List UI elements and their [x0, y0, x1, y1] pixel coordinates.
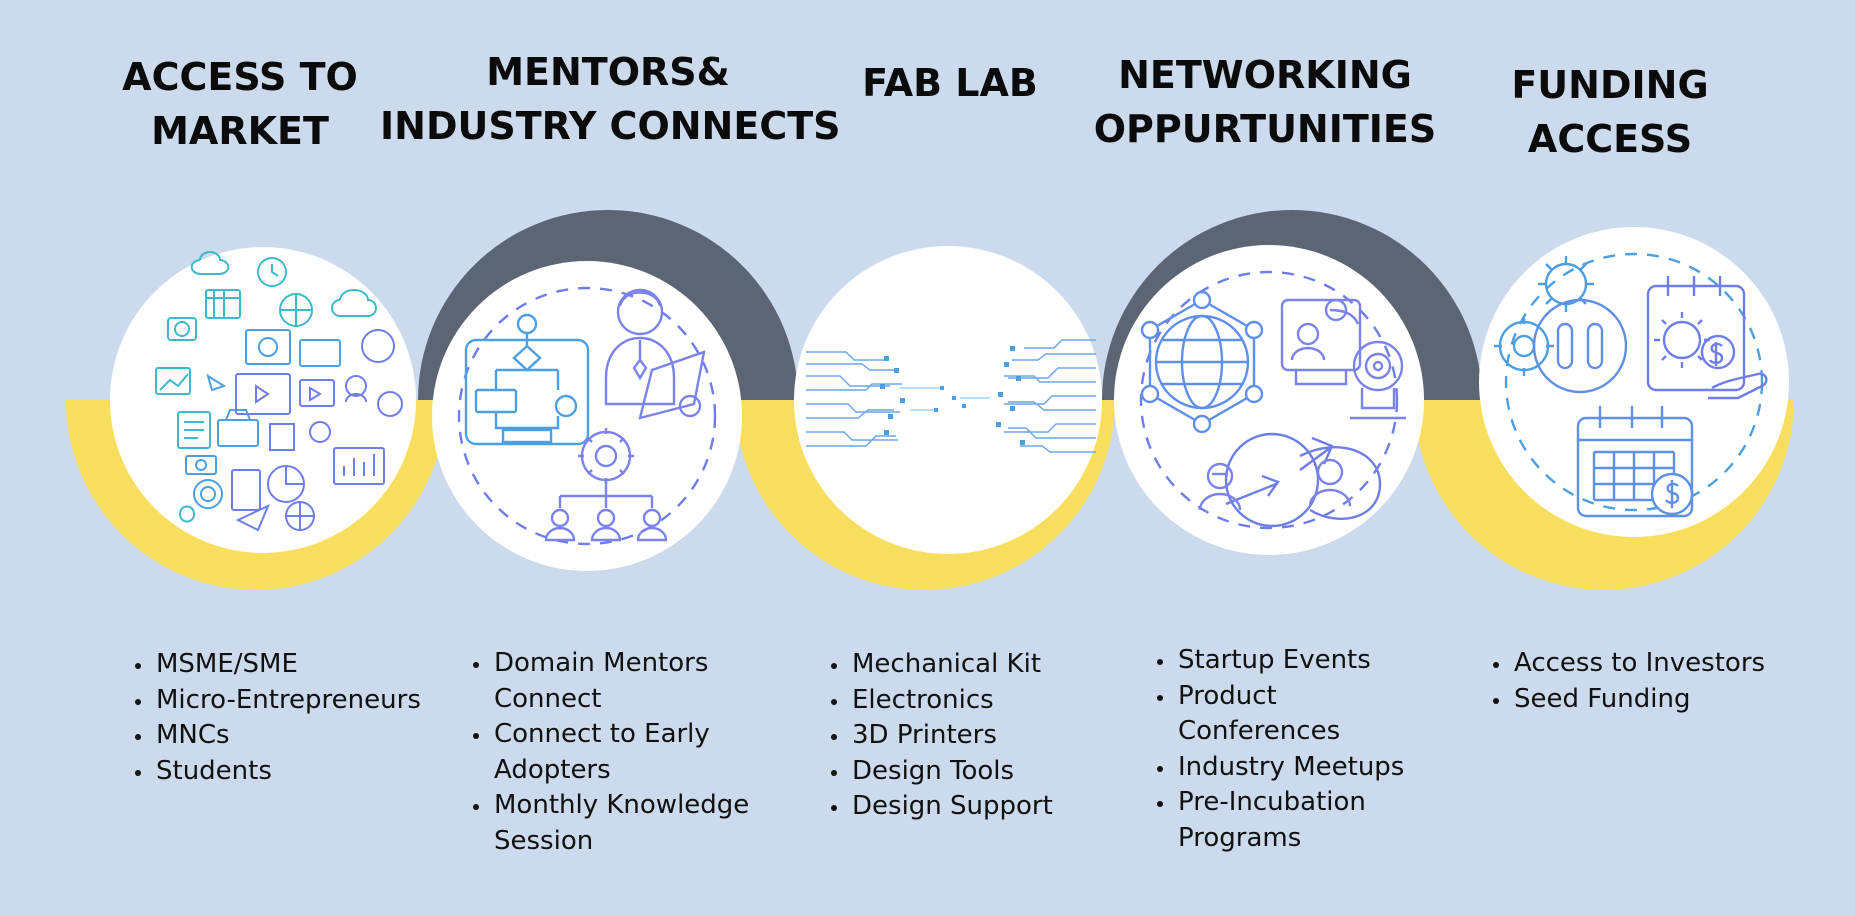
title-access-to-market: ACCESS TO MARKET [118, 50, 362, 158]
list-item: Mechanical Kit [850, 647, 1130, 683]
title-line: FUNDING [1511, 63, 1709, 107]
title-line: OPPURTUNITIES [1093, 107, 1437, 151]
list-item: Design Support [850, 789, 1130, 825]
list-item: Students [154, 754, 454, 790]
list-access-to-market: MSME/SME Micro-Entrepreneurs MNCs Studen… [126, 647, 454, 789]
global-network-icon [1139, 270, 1406, 530]
list-item: 3D Printers [850, 718, 1130, 754]
list-item: Micro-Entrepreneurs [154, 683, 454, 719]
list-item: Access to Investors [1512, 646, 1812, 682]
title-line: MARKET [151, 109, 329, 153]
list-item: Domain Mentors Connect [492, 646, 762, 717]
market-collage-icon [155, 251, 403, 532]
title-mentors-industry: MENTORS& INDUSTRY CONNECTS [380, 45, 841, 153]
title-funding-access: FUNDING ACCESS [1490, 58, 1730, 166]
list-mentors-industry: Domain Mentors Connect Connect to Early … [464, 646, 762, 859]
list-networking: Startup Events Product Conferences Indus… [1148, 643, 1421, 856]
circuit-board-icon [806, 339, 1096, 453]
circle-3 [794, 246, 1102, 554]
list-item: Industry Meetups [1176, 750, 1421, 786]
list-item: Pre-Incubation Programs [1176, 785, 1421, 856]
list-item: Product Conferences [1176, 679, 1421, 750]
list-item: Electronics [850, 683, 1130, 719]
list-item: Startup Events [1176, 643, 1421, 679]
title-line: ACCESS TO [122, 55, 358, 99]
list-item: Seed Funding [1512, 682, 1812, 718]
funding-calendar-icon [1494, 252, 1768, 518]
list-item: Monthly Knowledge Session [492, 788, 762, 859]
list-funding-access: Access to Investors Seed Funding [1484, 646, 1812, 717]
title-line: ACCESS [1527, 117, 1693, 161]
list-item: MSME/SME [154, 647, 454, 683]
title-line: MENTORS& [486, 50, 730, 94]
title-line: INDUSTRY CONNECTS [380, 104, 841, 148]
list-item: Design Tools [850, 754, 1130, 790]
title-line: NETWORKING [1118, 53, 1412, 97]
mentor-flowchart-icon [457, 286, 717, 546]
list-fab-lab: Mechanical Kit Electronics 3D Printers D… [822, 647, 1130, 825]
circle-1 [110, 247, 416, 553]
list-item: Connect to Early Adopters [492, 717, 762, 788]
circle-5 [1479, 227, 1789, 537]
title-fab-lab: FAB LAB [850, 56, 1050, 110]
title-line: FAB LAB [862, 61, 1038, 105]
list-item: MNCs [154, 718, 454, 754]
title-networking: NETWORKING OPPURTUNITIES [1090, 48, 1440, 156]
